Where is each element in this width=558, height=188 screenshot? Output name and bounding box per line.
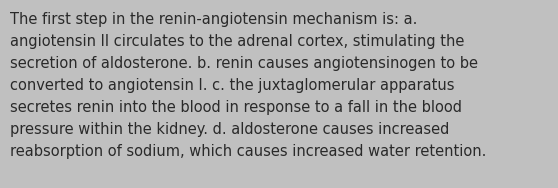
Text: The first step in the renin-angiotensin mechanism is: a.: The first step in the renin-angiotensin … xyxy=(10,12,417,27)
Text: converted to angiotensin I. c. the juxtaglomerular apparatus: converted to angiotensin I. c. the juxta… xyxy=(10,78,455,93)
Text: secretion of aldosterone. b. renin causes angiotensinogen to be: secretion of aldosterone. b. renin cause… xyxy=(10,56,478,71)
Text: reabsorption of sodium, which causes increased water retention.: reabsorption of sodium, which causes inc… xyxy=(10,144,487,159)
Text: secretes renin into the blood in response to a fall in the blood: secretes renin into the blood in respons… xyxy=(10,100,462,115)
Text: angiotensin II circulates to the adrenal cortex, stimulating the: angiotensin II circulates to the adrenal… xyxy=(10,34,464,49)
Text: pressure within the kidney. d. aldosterone causes increased: pressure within the kidney. d. aldostero… xyxy=(10,122,449,137)
